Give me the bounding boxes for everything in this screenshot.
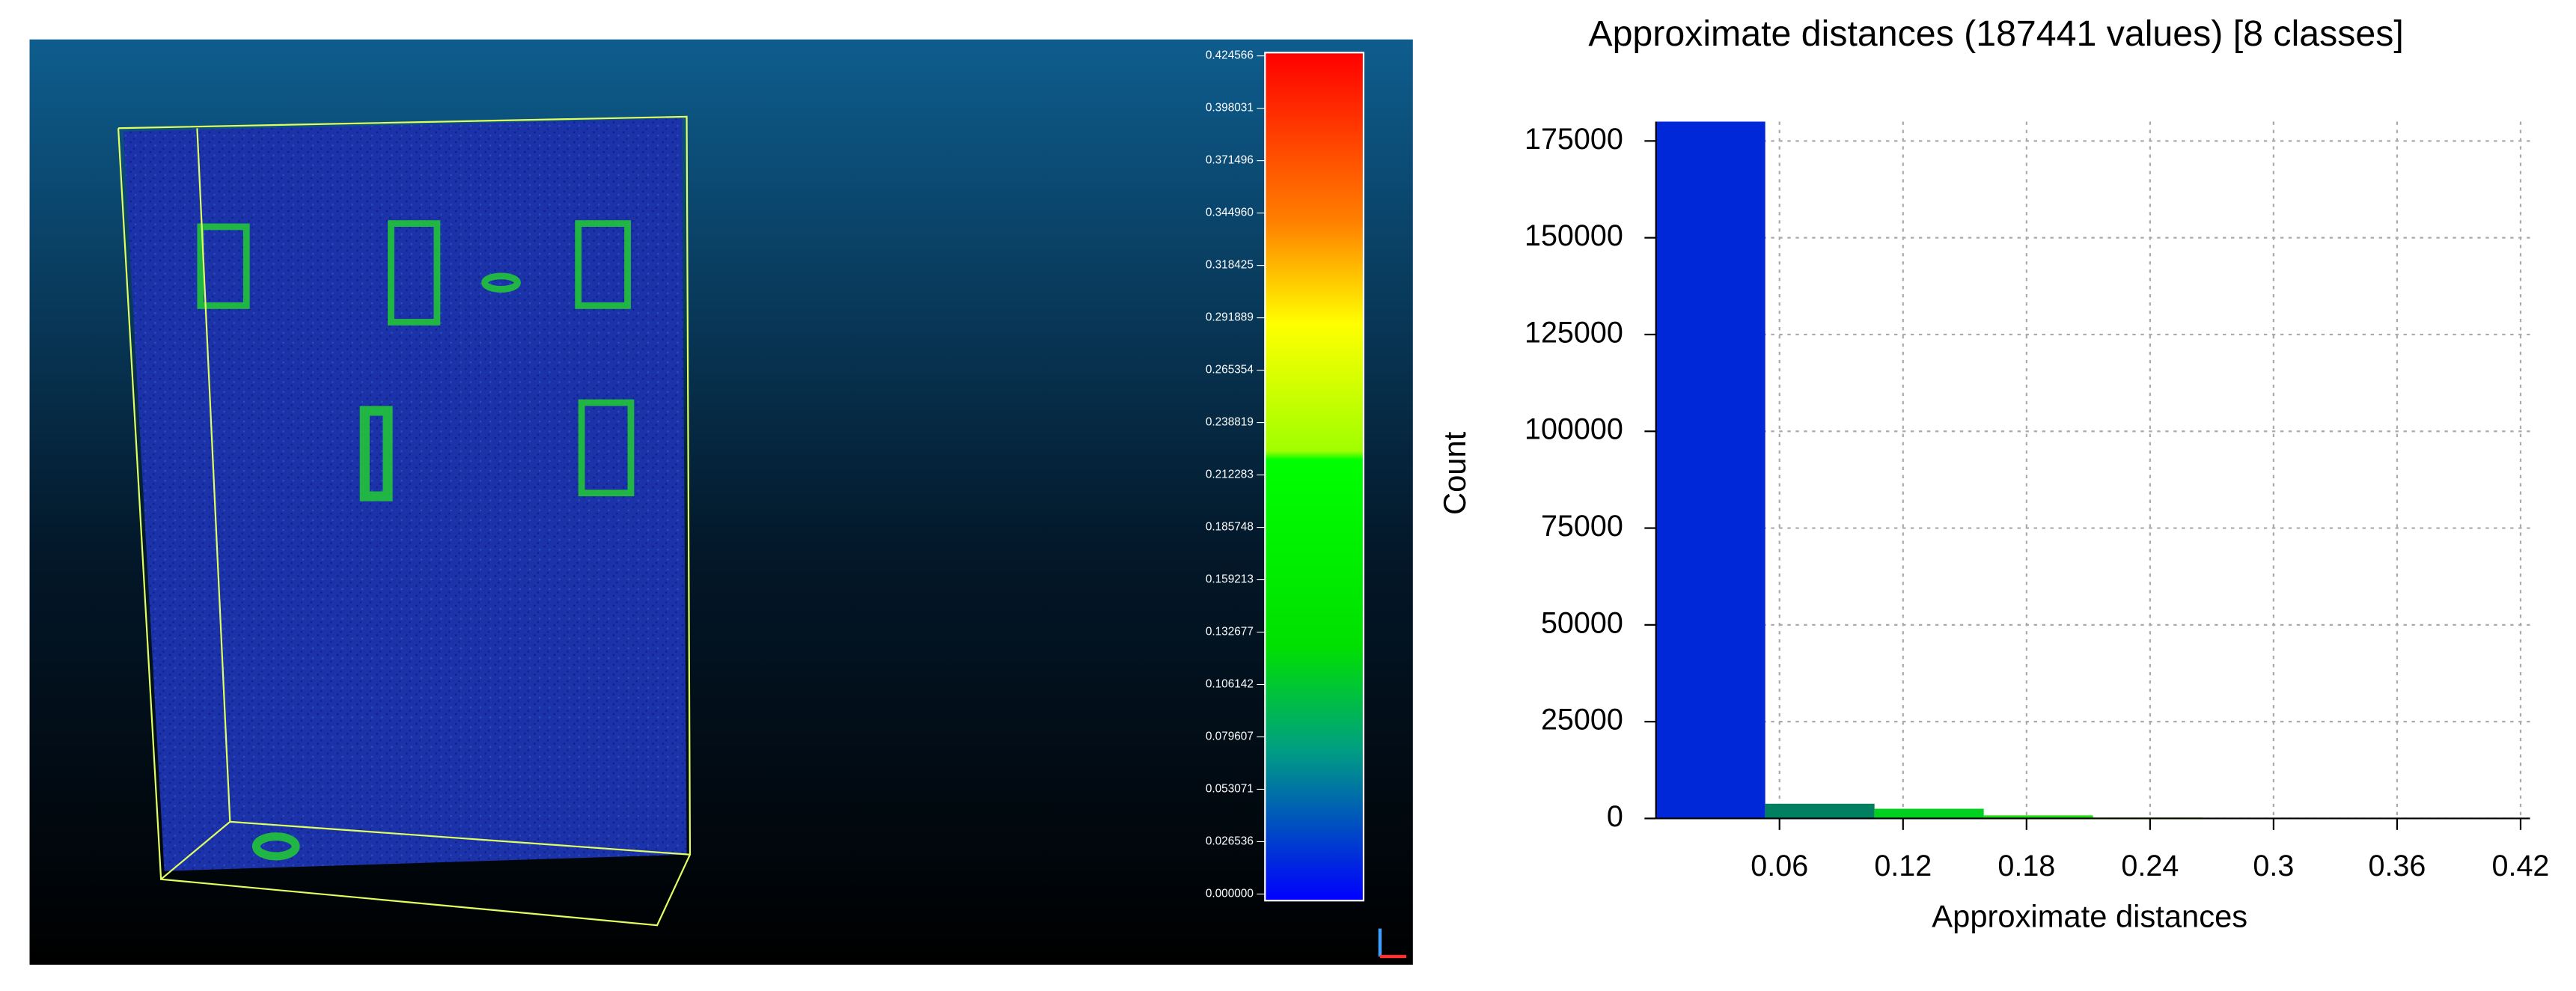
y-tick-label: 25000 [1541,704,1623,737]
bar [1874,808,1984,819]
scale-label: 0.291889 [1206,311,1254,324]
x-tick-label: 0.18 [1997,850,2055,882]
point-cloud [123,118,687,871]
scale-label: 0.185748 [1206,521,1254,534]
scale-label: 0.026536 [1206,835,1254,848]
y-tick-label: 100000 [1524,413,1623,446]
x-tick-label: 0.12 [1874,850,1932,882]
scale-label: 0.371496 [1206,154,1254,167]
scale-label: 0.238819 [1206,416,1254,429]
x-axis-label: Approximate distances [1932,898,2247,933]
x-tick-label: 0.36 [2368,850,2426,882]
bar [1655,121,1765,819]
axis-icon [1378,928,1407,959]
scale-label: 0.212283 [1206,469,1254,481]
color-scale [1264,52,1365,902]
scale-label: 0.132677 [1206,626,1254,638]
x-tick-label: 0.42 [2492,850,2550,882]
bar [1983,815,2093,819]
x-tick-label: 0.24 [2121,850,2179,882]
x-tick-label: 0.06 [1751,850,1808,882]
features [197,220,635,861]
histogram: Approximate distances (187441 values) [8… [1437,13,2549,933]
y-tick-label: 75000 [1541,510,1623,543]
scale-label: 0.398031 [1206,102,1254,115]
scale-label: 0.159213 [1206,573,1254,586]
scale-label: 0.265354 [1206,364,1254,376]
scale-label: 0.318425 [1206,259,1254,272]
scale-label: 0.106142 [1206,678,1254,691]
bar [1765,803,1875,819]
scale-label: 0.424566 [1206,49,1254,62]
scale-label: 0.000000 [1206,888,1254,900]
y-tick-label: 125000 [1524,316,1623,349]
scale-label: 0.344960 [1206,207,1254,219]
viewer: 0.424566 0.398031 0.371496 0.344960 0.318425… [29,39,1413,965]
y-axis-label: Count [1437,431,1472,515]
scale-label: 0.053071 [1206,783,1254,796]
bounding-box [117,115,692,927]
y-tick-label: 150000 [1524,219,1623,252]
scale-labels: 0.424566 0.398031 0.371496 0.344960 0.318425… [1206,49,1266,900]
scale-label: 0.079607 [1206,731,1254,743]
y-tick-label: 175000 [1524,123,1623,156]
y-tick-label: 50000 [1541,606,1623,639]
chart-title: Approximate distances (187441 values) [8… [1588,13,2403,54]
y-tick-label: 0 [1607,800,1623,833]
x-tick-label: 0.3 [2253,850,2294,882]
